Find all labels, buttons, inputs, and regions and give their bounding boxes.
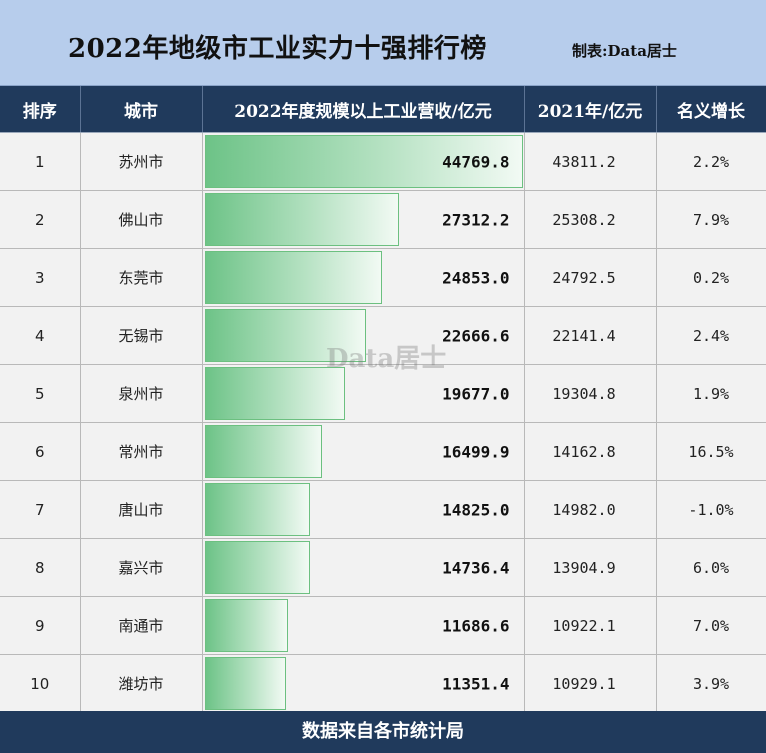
revenue-2022-label: 22666.6: [442, 326, 510, 345]
revenue-2021-cell: 14162.8: [524, 422, 657, 481]
revenue-2021-cell: 10929.1: [524, 654, 657, 713]
rank-cell: 4: [0, 306, 81, 365]
revenue-2021-cell: 14982.0: [524, 480, 657, 539]
revenue-bar: [204, 599, 288, 652]
growth-cell: 7.0%: [656, 596, 766, 655]
revenue-2022-cell: 14736.4: [202, 538, 525, 597]
col-header-growth: 名义增长: [656, 86, 766, 133]
rank-cell: 2: [0, 190, 81, 249]
revenue-2022-cell: 22666.6: [202, 306, 525, 365]
revenue-bar: [204, 657, 286, 710]
growth-cell: 2.2%: [656, 132, 766, 191]
table-row: 1 苏州市 44769.8 43811.2 2.2%: [0, 132, 766, 191]
city-cell: 苏州市: [80, 132, 203, 191]
revenue-2022-label: 14736.4: [442, 558, 510, 577]
rank-cell: 3: [0, 248, 81, 307]
growth-cell: 3.9%: [656, 654, 766, 713]
revenue-2022-cell: 24853.0: [202, 248, 525, 307]
revenue-2022-cell: 44769.8: [202, 132, 525, 191]
city-cell: 嘉兴市: [80, 538, 203, 597]
revenue-2021-cell: 10922.1: [524, 596, 657, 655]
rank-cell: 6: [0, 422, 81, 481]
col-header-revenue-2021: 2021年/亿元: [524, 86, 657, 133]
revenue-2022-label: 14825.0: [442, 500, 510, 519]
rank-cell: 7: [0, 480, 81, 539]
city-cell: 南通市: [80, 596, 203, 655]
revenue-2022-label: 19677.0: [442, 384, 510, 403]
revenue-bar: [204, 483, 310, 536]
revenue-bar: [204, 541, 310, 594]
page-title: 2022年地级市工业实力十强排行榜: [68, 34, 487, 64]
revenue-2022-label: 16499.9: [442, 442, 510, 461]
revenue-2022-cell: 11686.6: [202, 596, 525, 655]
title-bar: 2022年地级市工业实力十强排行榜 制表:Data居士: [0, 0, 766, 86]
table-row: 4 无锡市 22666.6 22141.4 2.4%: [0, 306, 766, 365]
city-cell: 潍坊市: [80, 654, 203, 713]
rank-cell: 5: [0, 364, 81, 423]
source-footer: 数据来自各市统计局: [0, 711, 766, 753]
revenue-bar: [204, 193, 399, 246]
table-row: 3 东莞市 24853.0 24792.5 0.2%: [0, 248, 766, 307]
header-row: 排序 城市 2022年度规模以上工业营收/亿元 2021年/亿元 名义增长: [0, 86, 766, 133]
col-header-revenue-2022: 2022年度规模以上工业营收/亿元: [202, 86, 525, 133]
revenue-2022-cell: 14825.0: [202, 480, 525, 539]
growth-cell: 16.5%: [656, 422, 766, 481]
table-row: 5 泉州市 19677.0 19304.8 1.9%: [0, 364, 766, 423]
city-cell: 唐山市: [80, 480, 203, 539]
credit-label: 制表:Data居士: [572, 42, 677, 60]
city-cell: 泉州市: [80, 364, 203, 423]
rank-cell: 9: [0, 596, 81, 655]
revenue-bar: [204, 251, 382, 304]
growth-cell: 6.0%: [656, 538, 766, 597]
table-row: 10 潍坊市 11351.4 10929.1 3.9%: [0, 654, 766, 713]
revenue-2022-label: 11686.6: [442, 616, 510, 635]
rank-cell: 8: [0, 538, 81, 597]
revenue-2021-cell: 43811.2: [524, 132, 657, 191]
revenue-bar: [204, 367, 345, 420]
revenue-2022-label: 24853.0: [442, 268, 510, 287]
revenue-2022-label: 11351.4: [442, 674, 510, 693]
table-row: 6 常州市 16499.9 14162.8 16.5%: [0, 422, 766, 481]
table-row: 8 嘉兴市 14736.4 13904.9 6.0%: [0, 538, 766, 597]
growth-cell: 7.9%: [656, 190, 766, 249]
rank-cell: 1: [0, 132, 81, 191]
growth-cell: 0.2%: [656, 248, 766, 307]
revenue-2022-cell: 11351.4: [202, 654, 525, 713]
col-header-city: 城市: [80, 86, 203, 133]
revenue-2021-cell: 13904.9: [524, 538, 657, 597]
table-row: 7 唐山市 14825.0 14982.0 -1.0%: [0, 480, 766, 539]
revenue-bar: [204, 425, 322, 478]
revenue-2021-cell: 25308.2: [524, 190, 657, 249]
revenue-bar: [204, 309, 366, 362]
growth-cell: 2.4%: [656, 306, 766, 365]
table-row: 9 南通市 11686.6 10922.1 7.0%: [0, 596, 766, 655]
growth-cell: 1.9%: [656, 364, 766, 423]
city-cell: 东莞市: [80, 248, 203, 307]
revenue-2021-cell: 22141.4: [524, 306, 657, 365]
city-cell: 无锡市: [80, 306, 203, 365]
city-cell: 佛山市: [80, 190, 203, 249]
growth-cell: -1.0%: [656, 480, 766, 539]
rank-cell: 10: [0, 654, 81, 713]
revenue-2022-cell: 27312.2: [202, 190, 525, 249]
revenue-2022-label: 27312.2: [442, 210, 510, 229]
table-row: 2 佛山市 27312.2 25308.2 7.9%: [0, 190, 766, 249]
revenue-2021-cell: 24792.5: [524, 248, 657, 307]
col-header-rank: 排序: [0, 86, 81, 133]
city-cell: 常州市: [80, 422, 203, 481]
revenue-2021-cell: 19304.8: [524, 364, 657, 423]
revenue-2022-label: 44769.8: [442, 152, 510, 171]
revenue-bar: [204, 135, 523, 188]
revenue-2022-cell: 19677.0: [202, 364, 525, 423]
revenue-2022-cell: 16499.9: [202, 422, 525, 481]
